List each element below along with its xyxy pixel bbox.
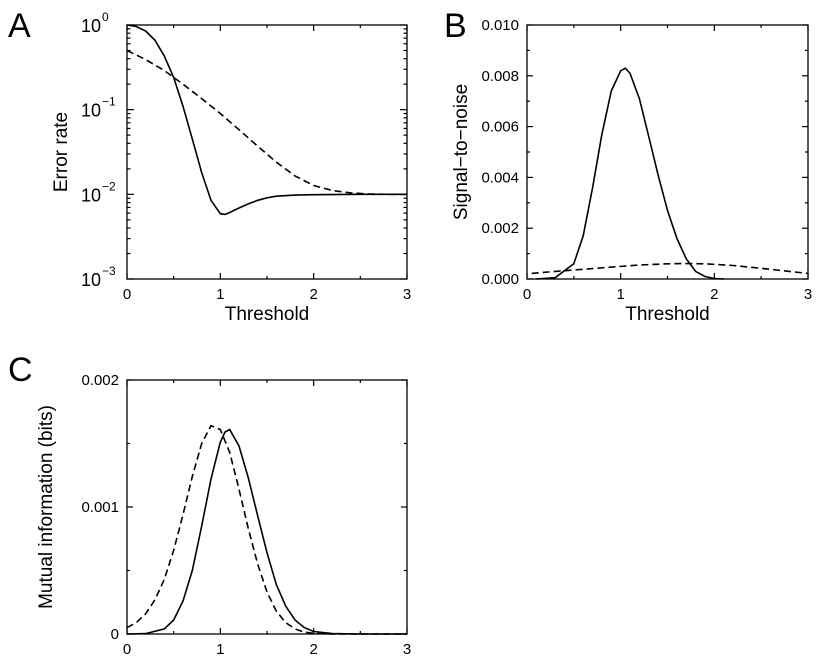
y-tick-exponent: −2 [102, 179, 116, 193]
y-tick-label: 0.004 [481, 169, 519, 186]
x-tick-label: 0 [123, 286, 131, 303]
x-axis-label: Threshold [625, 304, 710, 325]
plot-frame [526, 24, 809, 280]
y-axis-label: Mutual information (bits) [36, 405, 57, 609]
x-tick-label: 1 [216, 286, 224, 303]
series-solid-line [536, 67, 724, 280]
x-tick-label: 2 [309, 641, 317, 656]
y-tick-exponent: −3 [102, 264, 116, 278]
y-tick-label: 0.010 [481, 17, 519, 34]
x-tick-label: 0 [523, 286, 531, 303]
y-tick-label: 10 [81, 185, 101, 205]
x-tick-label: 1 [216, 641, 224, 656]
series-dashed-line [126, 49, 407, 196]
y-tick-label: 0.001 [81, 499, 119, 516]
y-tick-label: 10 [81, 101, 101, 121]
x-axis-label: Threshold [225, 304, 310, 325]
y-tick-label: 10 [81, 270, 101, 290]
series-solid-line [126, 24, 407, 216]
x-tick-label: 0 [123, 641, 131, 656]
y-tick-label: 0.008 [481, 68, 519, 85]
series-solid-line [126, 428, 407, 635]
x-tick-label: 2 [710, 286, 718, 303]
x-tick-label: 3 [403, 641, 411, 656]
y-tick-label: 0.006 [481, 119, 519, 136]
panel-b-label: B [444, 7, 467, 45]
y-axis-label: Signal−to−noise [451, 84, 472, 220]
x-tick-label: 1 [616, 286, 624, 303]
y-tick-label: 0.002 [81, 372, 119, 389]
y-tick-exponent: 0 [102, 10, 109, 24]
plot-frame [126, 24, 408, 280]
y-tick-label: 0 [111, 626, 119, 643]
panel-a-label: A [8, 7, 31, 45]
panel-b-chart: 0 1 2 3 0.000 0.002 0.004 0.006 0.008 0.010 Thresh… [451, 17, 812, 325]
y-tick-exponent: −1 [102, 95, 116, 109]
x-tick-label: 3 [403, 286, 411, 303]
y-axis-label: Error rate [51, 112, 72, 192]
x-tick-label: 3 [804, 286, 812, 303]
panel-c-label: C [8, 351, 33, 389]
y-tick-label: 10 [81, 16, 101, 36]
y-tick-label: 0.002 [481, 220, 519, 237]
series-dashed-line [126, 424, 407, 635]
x-tick-label: 2 [309, 286, 317, 303]
series-dashed-line [531, 262, 809, 275]
y-tick-label: 0.000 [481, 271, 519, 288]
plot-frame [126, 379, 408, 635]
